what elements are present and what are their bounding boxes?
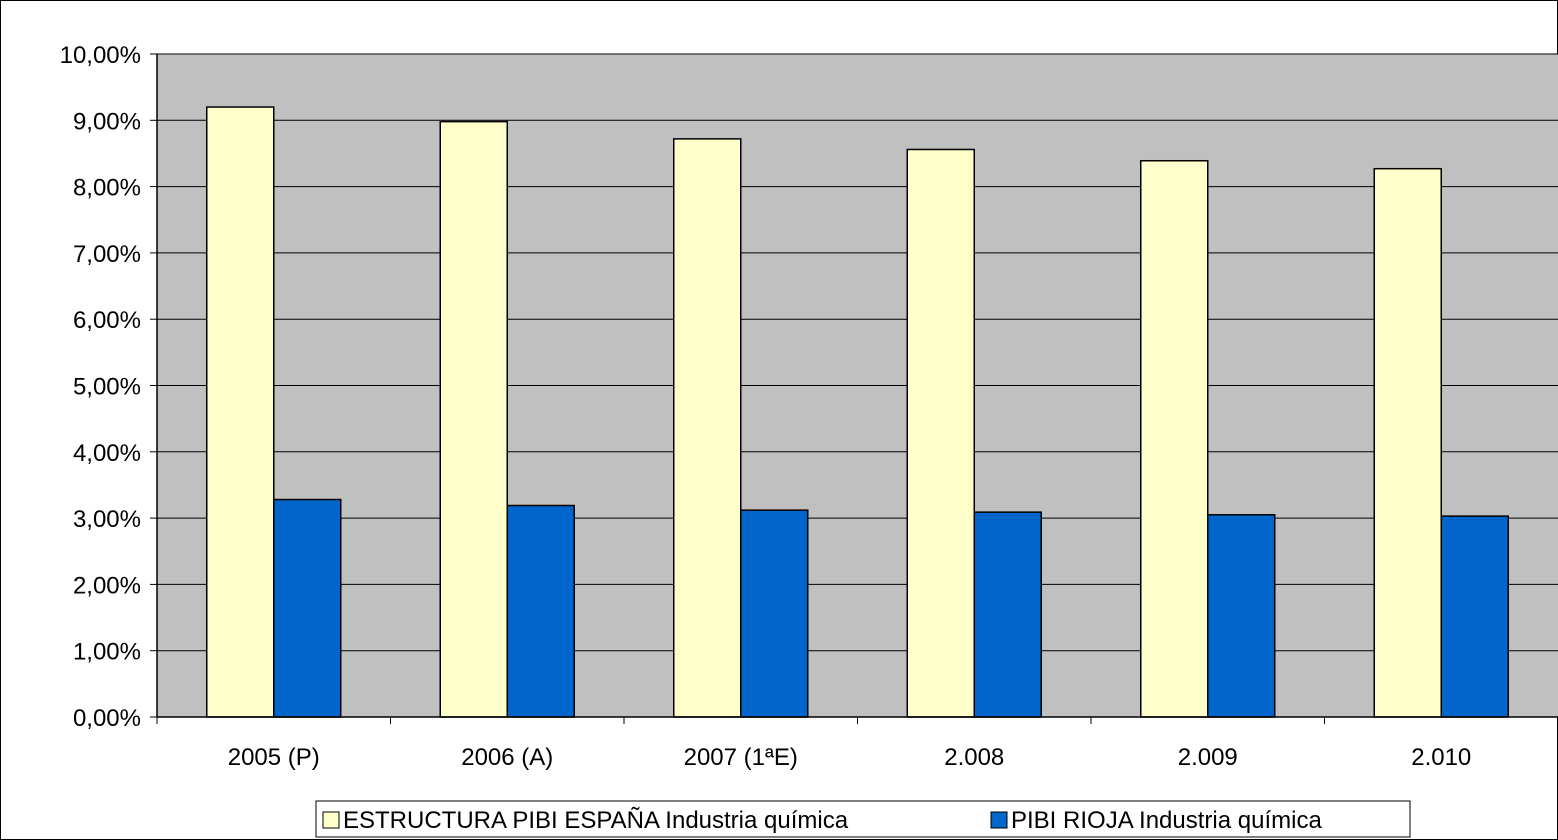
x-tick-label: 2.009 xyxy=(1178,744,1238,771)
legend-box xyxy=(315,800,1411,838)
y-tick-label: 6,00% xyxy=(73,307,141,334)
x-tick-label: 2.010 xyxy=(1411,744,1471,771)
x-tick-label: 2005 (P) xyxy=(228,744,320,771)
y-tick-label: 9,00% xyxy=(73,108,141,135)
grid-lines xyxy=(157,53,1558,652)
legend-swatch-espana xyxy=(322,811,340,829)
bar-espana xyxy=(673,138,742,718)
y-tick-label: 1,00% xyxy=(73,639,141,666)
bar-rioja xyxy=(740,509,809,718)
y-tick-label: 0,00% xyxy=(73,705,141,732)
x-tick-label: 2007 (1ªE) xyxy=(684,744,798,771)
y-tick-label: 5,00% xyxy=(73,374,141,401)
y-tick-labels: 0,00% 1,00% 2,00% 3,00% 4,00% 5,00% 6,00% 7,00%… xyxy=(60,42,141,732)
y-tick-label: 2,00% xyxy=(73,572,141,599)
bar-espana xyxy=(1373,167,1442,718)
bar-rioja xyxy=(1440,515,1509,718)
bar-rioja xyxy=(973,511,1042,718)
axes xyxy=(150,53,1558,724)
bars-group xyxy=(206,106,1509,718)
x-tick-label: 2006 (A) xyxy=(461,744,553,771)
y-tick-label: 8,00% xyxy=(73,175,141,202)
y-tick-label: 3,00% xyxy=(73,506,141,533)
bar-espana xyxy=(206,106,275,718)
x-tick-labels: 2005 (P) 2006 (A) 2007 (1ªE) 2.008 2.009 2.01… xyxy=(228,744,1472,771)
bar-espana xyxy=(906,148,975,718)
x-tick-label: 2.008 xyxy=(944,744,1004,771)
y-tick-label: 4,00% xyxy=(73,440,141,467)
legend-label-espana: ESTRUCTURA PIBI ESPAÑA Industria química xyxy=(343,807,849,834)
bar-rioja xyxy=(506,504,575,718)
bar-rioja xyxy=(1207,514,1276,718)
y-tick-label: 10,00% xyxy=(60,42,141,69)
bar-espana xyxy=(1140,159,1209,718)
y-tick-label: 7,00% xyxy=(73,241,141,268)
legend: ESTRUCTURA PIBI ESPAÑA Industria química… xyxy=(315,800,1411,838)
bar-espana xyxy=(439,120,508,718)
legend-label-rioja: PIBI RIOJA Industria química xyxy=(1011,807,1322,834)
legend-swatch-rioja xyxy=(990,811,1008,829)
bar-rioja xyxy=(273,498,342,718)
